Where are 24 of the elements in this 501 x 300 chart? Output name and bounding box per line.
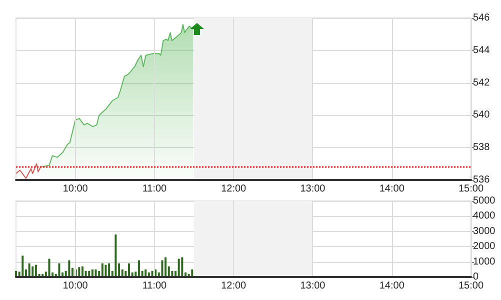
y-tick-label: 544 [473, 44, 490, 56]
x-tick-label: 11:00 [142, 280, 168, 292]
y-tick-label: 540 [473, 110, 490, 121]
x-tick-label: 13:00 [300, 280, 326, 292]
y-tick-label: 542 [473, 77, 490, 88]
x-tick-label: 10:00 [62, 280, 88, 292]
x-tick-label: 10:00 [62, 184, 88, 194]
x-tick-label: 12:00 [221, 184, 247, 194]
y-tick-label: 4000 [473, 210, 496, 222]
y-tick-label: 536 [473, 174, 490, 186]
y-tick-label: 546 [473, 12, 490, 24]
y-tick-label: 2000 [473, 241, 496, 252]
x-tick-label: 12:00 [221, 280, 247, 292]
y-tick-label: 3000 [473, 226, 496, 237]
x-tick-label: 11:00 [142, 184, 168, 194]
x-tick-label: 13:00 [300, 184, 326, 194]
y-tick-label: 1000 [473, 256, 496, 268]
x-tick-label: 15:00 [458, 184, 484, 194]
x-tick-label: 14:00 [379, 184, 405, 194]
y-tick-label: 0 [473, 272, 479, 282]
x-tick-label: 15:00 [458, 280, 484, 292]
y-tick-label: 538 [473, 142, 490, 154]
y-tick-label: 5000 [473, 196, 496, 206]
x-tick-label: 14:00 [379, 280, 405, 292]
